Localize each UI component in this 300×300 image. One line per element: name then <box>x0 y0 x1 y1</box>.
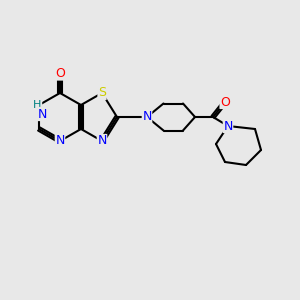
Text: O: O <box>220 95 230 109</box>
Text: N: N <box>142 110 152 124</box>
Text: N: N <box>55 134 65 148</box>
Text: O: O <box>55 67 65 80</box>
Text: S: S <box>98 86 106 100</box>
Text: N: N <box>97 134 107 148</box>
Text: N: N <box>223 119 233 133</box>
Text: H: H <box>33 100 42 110</box>
Text: N: N <box>37 107 47 121</box>
